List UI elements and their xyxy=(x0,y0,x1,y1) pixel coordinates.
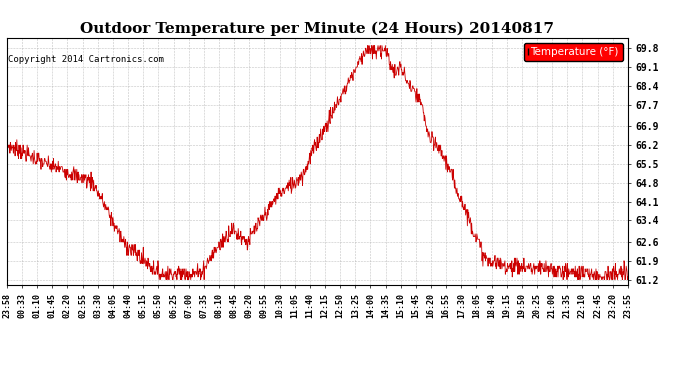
Title: Outdoor Temperature per Minute (24 Hours) 20140817: Outdoor Temperature per Minute (24 Hours… xyxy=(81,22,554,36)
Legend: Temperature (°F): Temperature (°F) xyxy=(524,43,622,61)
Text: Copyright 2014 Cartronics.com: Copyright 2014 Cartronics.com xyxy=(8,55,164,64)
